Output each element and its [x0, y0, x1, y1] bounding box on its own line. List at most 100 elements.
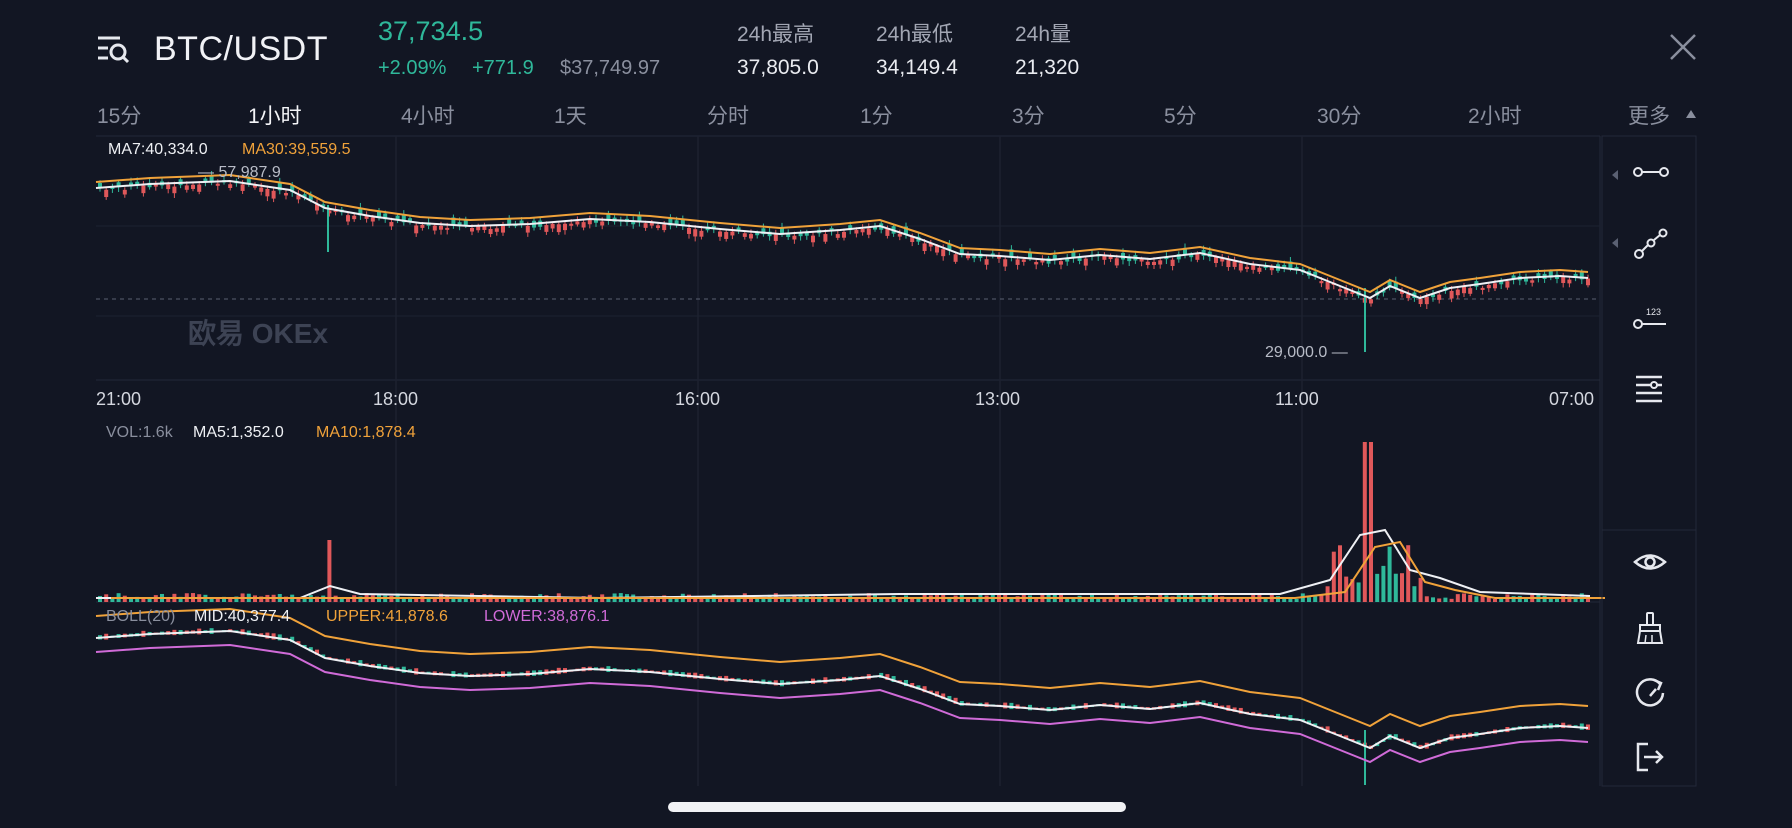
home-indicator	[668, 802, 1126, 812]
candle	[1214, 257, 1218, 264]
volume-bar	[656, 598, 660, 602]
volume-bar	[507, 596, 512, 602]
tab-more[interactable]: 更多	[1628, 105, 1670, 128]
candle	[358, 207, 363, 216]
boll-candle	[1344, 735, 1349, 740]
candle	[525, 225, 530, 233]
boll-candle	[321, 654, 326, 657]
tab-2h[interactable]: 2小时	[1468, 105, 1522, 128]
vol-ma10-label: MA10:1,878.4	[316, 424, 416, 441]
candle	[172, 186, 177, 194]
high-24h-value: 37,805.0	[737, 56, 819, 79]
indicator-settings-tool[interactable]	[1614, 368, 1684, 408]
candle	[1021, 259, 1026, 262]
horizontal-line-tool[interactable]	[1614, 152, 1684, 192]
tab-1m[interactable]: 1分	[860, 105, 893, 128]
price-line-tool[interactable]: 123	[1614, 300, 1684, 340]
list-search-icon[interactable]	[94, 30, 132, 68]
boll-mid-label: MID:40,377.4	[194, 608, 291, 625]
volume-bar	[1108, 598, 1113, 602]
candle	[699, 230, 704, 237]
candle	[104, 189, 109, 198]
candle	[240, 184, 245, 191]
candle	[246, 178, 251, 185]
candle	[98, 182, 102, 189]
low-marker-value: 29,000.0	[1265, 344, 1328, 361]
candle	[680, 219, 685, 226]
pair-title[interactable]: BTC/USDT	[154, 30, 328, 68]
volume-bar	[817, 596, 822, 602]
boll-candle	[916, 685, 921, 690]
refresh-tool[interactable]	[1614, 672, 1684, 712]
toolbar-frame	[1601, 135, 1697, 787]
candle	[1338, 289, 1342, 292]
visibility-tool[interactable]	[1614, 542, 1684, 582]
boll-candle	[1406, 740, 1411, 744]
volume-bar	[1480, 595, 1485, 602]
vol-ma5-line	[96, 528, 1591, 600]
candle	[786, 232, 791, 238]
candle	[1077, 257, 1082, 261]
candle	[290, 185, 295, 193]
candle	[668, 217, 673, 226]
boll-lower-line	[95, 643, 1589, 764]
candle	[370, 217, 375, 222]
volume-bar	[457, 598, 462, 602]
candle	[922, 243, 927, 251]
tab-4h[interactable]: 4小时	[401, 105, 455, 128]
candle	[215, 183, 220, 186]
clear-tool[interactable]	[1614, 607, 1684, 647]
low-marker: 29,000.0 —	[1265, 344, 1348, 361]
candle	[656, 225, 660, 228]
volume-bar	[476, 597, 481, 602]
volume-bar	[1511, 596, 1516, 602]
low-24h-value: 34,149.4	[876, 56, 958, 79]
candle	[494, 228, 499, 232]
tab-1h[interactable]: 1小时	[248, 105, 302, 128]
volume-bar	[798, 596, 803, 602]
candle	[848, 225, 853, 231]
volume-bar	[222, 596, 226, 602]
close-icon[interactable]	[1668, 32, 1698, 62]
candle	[228, 184, 233, 189]
volume-bar	[563, 598, 567, 602]
volume-bar	[234, 596, 239, 602]
candle	[1034, 262, 1039, 265]
candle	[966, 254, 970, 259]
price-line-icon: 123	[1633, 307, 1666, 329]
volume-bar	[1238, 597, 1243, 602]
tab-30m[interactable]: 30分	[1317, 105, 1362, 128]
tab-timeline[interactable]: 分时	[707, 105, 749, 128]
candle	[265, 188, 270, 197]
exit-tool[interactable]	[1614, 736, 1684, 776]
candle	[550, 223, 555, 229]
boll-candle	[271, 633, 276, 640]
boll-candle	[922, 686, 927, 693]
candle	[346, 215, 350, 222]
volume-bar	[1356, 582, 1361, 602]
candle	[315, 204, 319, 211]
tab-5m[interactable]: 5分	[1164, 105, 1197, 128]
candle	[141, 185, 146, 194]
candle	[327, 210, 332, 214]
volume-bar	[129, 597, 133, 602]
candle	[401, 214, 406, 223]
candle	[1393, 281, 1398, 289]
candle	[439, 225, 443, 230]
candle	[1282, 264, 1287, 269]
candle	[389, 222, 394, 227]
volume-bar	[1548, 597, 1553, 602]
volume-bar	[606, 597, 611, 602]
tab-1d[interactable]: 1天	[554, 105, 587, 128]
candle	[866, 228, 871, 235]
volume-bar	[1406, 545, 1411, 602]
tab-15m[interactable]: 15分	[97, 105, 142, 128]
high-24h-label: 24h最高	[737, 23, 815, 46]
volume-bar	[972, 597, 977, 602]
candle	[259, 187, 264, 192]
volume-bar	[451, 598, 456, 602]
tab-3m[interactable]: 3分	[1012, 105, 1045, 128]
trend-line-tool[interactable]	[1614, 224, 1684, 264]
candle	[432, 225, 437, 231]
